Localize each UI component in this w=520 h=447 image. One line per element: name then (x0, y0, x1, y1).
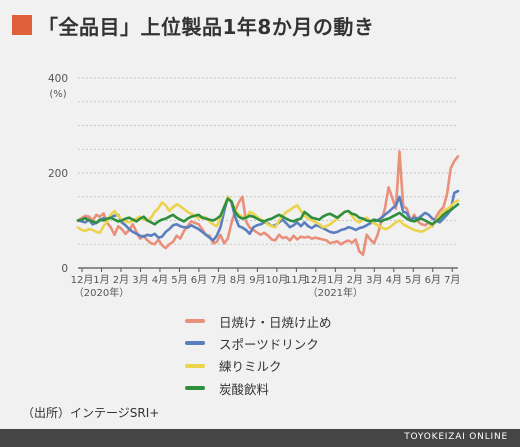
x-tick-label: 5月 (405, 274, 421, 286)
y-tick-label: 400 (48, 73, 68, 85)
series-line-1 (76, 189, 460, 242)
x-tick-label: 2月 (347, 274, 363, 286)
x-tick-label: 7月 (210, 274, 226, 286)
x-tick-label: 8月 (230, 274, 246, 286)
legend-swatch-sports-drink (185, 341, 205, 346)
x-tick-label: 4月 (152, 274, 168, 286)
footer-bar: TOYOKEIZAI ONLINE (0, 429, 520, 447)
series-line-3 (76, 197, 460, 226)
x-tick-label: 3月 (366, 274, 382, 286)
x-tick-label: 7月 (444, 274, 460, 286)
x-tick-label: 3月 (132, 274, 148, 286)
x-tick-label: 2月 (113, 274, 129, 286)
legend-swatch-sunscreen (185, 319, 205, 323)
x-tick-label: 1月 (93, 274, 109, 286)
y-axis-unit-label: (%) (49, 89, 66, 100)
x-tick-label: 1月 (327, 274, 343, 286)
legend-label-sports-drink: スポーツドリンク (219, 336, 319, 352)
legend-label-condensed-milk: 練りミルク (219, 359, 282, 375)
x-tick-label: 5月 (171, 274, 187, 286)
legend-label-sunscreen: 日焼け・日焼け止め (219, 314, 332, 330)
chart-legend: 日焼け・日焼け止め スポーツドリンク 練りミルク 炭酸飲料 (185, 310, 332, 400)
year-label: （2020年） (74, 286, 129, 299)
x-tick-label: 12月 (71, 274, 94, 286)
legend-swatch-condensed-milk (185, 363, 205, 368)
chart-title: 「全品目」上位製品1年8か月の動き (38, 14, 375, 39)
x-tick-label: 11月 (285, 274, 308, 286)
title-marker-square (12, 15, 32, 35)
legend-item: 練りミルク (185, 355, 332, 377)
chart-title-row: 「全品目」上位製品1年8か月の動き (12, 8, 374, 42)
source-note: （出所）インテージSRI+ (22, 406, 160, 420)
year-label: （2021年） (308, 286, 363, 299)
legend-label-carbonated: 炭酸飲料 (219, 381, 270, 397)
legend-item: 日焼け・日焼け止め (185, 310, 332, 332)
footer-brand: TOYOKEIZAI ONLINE (404, 432, 508, 442)
y-tick-label: 0 (61, 263, 68, 275)
x-tick-label: 6月 (191, 274, 207, 286)
x-tick-label: 6月 (425, 274, 441, 286)
x-tick-label: 10月 (266, 274, 289, 286)
x-tick-label: 9月 (249, 274, 265, 286)
x-tick-label: 4月 (386, 274, 402, 286)
legend-item: 炭酸飲料 (185, 377, 332, 399)
x-tick-label: 12月 (304, 274, 327, 286)
legend-item: スポーツドリンク (185, 332, 332, 354)
legend-swatch-carbonated (185, 386, 205, 391)
y-tick-label: 200 (48, 168, 68, 180)
